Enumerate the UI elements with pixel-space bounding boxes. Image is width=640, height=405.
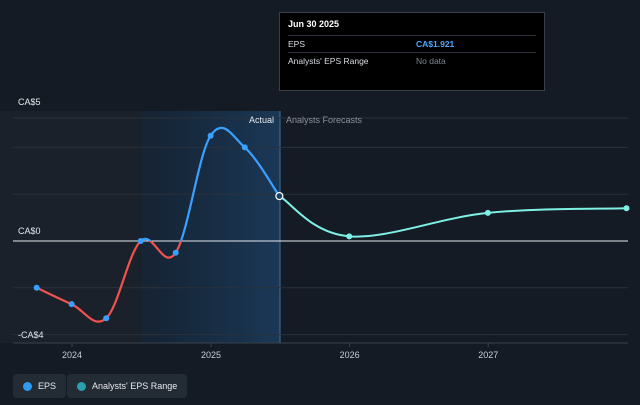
eps-actual-point[interactable] <box>207 132 214 139</box>
actual-label: Actual <box>249 115 274 125</box>
tooltip-range-label: Analysts' EPS Range <box>288 56 369 66</box>
x-tick-label: 2026 <box>340 350 360 360</box>
legend-range-button[interactable]: Analysts' EPS Range <box>67 374 188 398</box>
eps-actual-point[interactable] <box>33 284 40 291</box>
x-tick-label: 2025 <box>201 350 221 360</box>
eps-forecast-line <box>278 195 627 238</box>
tooltip-range-value: No data <box>416 56 446 66</box>
eps-actual-negative-line <box>36 241 183 323</box>
tooltip-row-eps: EPS CA$1.921 <box>288 35 536 52</box>
eps-forecast-point[interactable] <box>484 209 491 216</box>
eps-dot-icon <box>23 381 32 391</box>
legend-eps-label: EPS <box>38 381 57 391</box>
eps-actual-point[interactable] <box>172 249 179 256</box>
y-tick-label: CA$0 <box>18 226 41 236</box>
eps-actual-point[interactable] <box>275 191 284 201</box>
y-tick-label: CA$5 <box>18 97 41 107</box>
legend-range-label: Analysts' EPS Range <box>92 381 178 391</box>
eps-forecast-point[interactable] <box>346 233 353 240</box>
range-dot-icon <box>77 381 86 391</box>
tooltip-eps-value: CA$1.921 <box>416 39 455 49</box>
forecast-label: Analysts Forecasts <box>286 115 363 125</box>
legend-eps-button[interactable]: EPS <box>13 374 67 398</box>
actual-highlight-band <box>142 111 280 343</box>
eps-actual-point[interactable] <box>241 144 248 151</box>
tooltip-row-range: Analysts' EPS Range No data <box>288 52 536 69</box>
eps-forecast-point[interactable] <box>623 205 630 212</box>
tooltip-date: Jun 30 2025 <box>288 19 340 29</box>
x-tick-label: 2027 <box>478 350 498 360</box>
eps-actual-point[interactable] <box>68 301 75 308</box>
x-tick-label: 2024 <box>62 350 82 360</box>
tooltip: Jun 30 2025 EPS CA$1.921 Analysts' EPS R… <box>279 12 545 91</box>
eps-actual-line <box>139 126 281 241</box>
eps-actual-point[interactable] <box>137 238 144 244</box>
eps-actual-point[interactable] <box>103 315 110 322</box>
y-tick-label: -CA$4 <box>18 330 44 340</box>
tooltip-eps-label: EPS <box>288 39 306 49</box>
